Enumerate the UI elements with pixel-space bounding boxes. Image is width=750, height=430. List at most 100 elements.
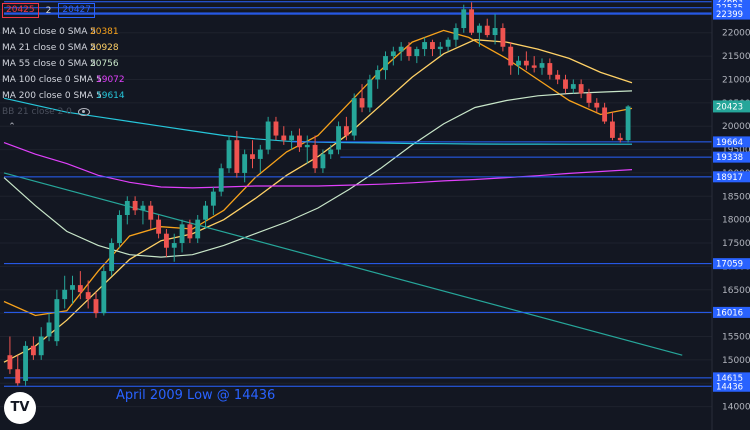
candle	[359, 84, 365, 113]
legend-row-ma21[interactable]: MA 21 close 0 SMA 5 20928	[2, 40, 202, 56]
candle	[297, 128, 302, 152]
candle-body	[117, 215, 122, 244]
candle	[203, 200, 208, 230]
y-tick-label: 21500	[722, 52, 750, 62]
candle-body	[484, 25, 490, 36]
candle	[406, 42, 412, 61]
candle	[171, 233, 177, 262]
candle	[218, 163, 224, 197]
candle	[30, 336, 36, 360]
candle	[586, 88, 592, 108]
candle	[77, 271, 83, 300]
collapse-legend-button[interactable]: ⌃	[4, 120, 20, 134]
candle	[265, 116, 271, 155]
candle	[390, 46, 396, 66]
candle-body	[312, 144, 318, 169]
y-tick-label: 17500	[722, 239, 750, 249]
candle-body	[570, 84, 576, 89]
legend-row-bb[interactable]: BB 21 close 2 0	[2, 104, 202, 120]
candle-body	[563, 79, 568, 89]
candle	[187, 219, 193, 244]
y-tick-label: 20000	[722, 122, 750, 132]
candle	[508, 42, 514, 75]
candle-body	[234, 140, 240, 173]
legend-row-ma55[interactable]: MA 55 close 0 SMA 5 20756	[2, 56, 202, 72]
axis-background	[712, 0, 750, 430]
legend-row-ma100[interactable]: MA 100 close 0 SMA 5 19072	[2, 72, 202, 88]
candle	[398, 42, 404, 61]
legend-value: 20928	[90, 43, 119, 53]
candle	[625, 105, 631, 143]
candle-body	[390, 51, 396, 57]
y-tick-label: 15500	[722, 333, 750, 343]
level-label-bg	[713, 380, 750, 392]
candle-body	[218, 168, 224, 192]
candle-body	[539, 63, 545, 68]
buy-price-button[interactable]: 20427	[58, 3, 96, 18]
candle	[148, 200, 154, 230]
candle	[62, 275, 68, 309]
candle	[469, 2, 475, 36]
candle	[461, 4, 467, 33]
legend-row-ma200[interactable]: MA 200 close 0 SMA 5 19614	[2, 88, 202, 104]
level-label-bg	[713, 306, 750, 318]
candle-body	[62, 289, 68, 300]
candle	[492, 14, 498, 45]
legend-value: 19614	[96, 91, 125, 101]
candle-body	[210, 191, 216, 206]
candle-body	[594, 102, 600, 108]
candle-body	[578, 84, 584, 94]
tradingview-logo[interactable]: TV	[4, 392, 36, 424]
legend-label: MA 21 close 0 SMA 5	[2, 43, 96, 53]
candle	[476, 23, 482, 47]
chevron-up-icon: ⌃	[8, 122, 16, 132]
candle-body	[77, 285, 83, 293]
candle-body	[93, 299, 99, 314]
sell-price-button[interactable]: 20425	[2, 3, 39, 18]
candle	[539, 58, 545, 75]
quantity-value[interactable]: 2	[45, 5, 52, 16]
candle	[594, 98, 600, 113]
y-tick-label: 18000	[722, 216, 750, 226]
candle	[195, 215, 201, 244]
candle-body	[163, 233, 169, 248]
candle	[610, 112, 615, 141]
candle-body	[516, 60, 521, 66]
candle-body	[351, 98, 357, 136]
horizontal-levels	[4, 1, 712, 387]
indicator-legend: MA 10 close 0 SMA 5 20381 MA 21 close 0 …	[2, 24, 202, 120]
candle	[93, 292, 99, 318]
level-label: 14436	[716, 382, 743, 392]
y-tick-label: 15000	[722, 356, 750, 366]
candle-body	[625, 106, 631, 141]
candle	[351, 93, 357, 141]
candle-body	[30, 345, 36, 356]
legend-value: 19072	[96, 75, 125, 85]
candle-body	[70, 285, 75, 290]
candle-body	[547, 63, 553, 75]
candle-body	[555, 74, 561, 80]
candle	[281, 126, 287, 145]
candle	[210, 186, 216, 215]
legend-row-ma10[interactable]: MA 10 close 0 SMA 5 20381	[2, 24, 202, 40]
y-tick-label: 14000	[722, 403, 750, 413]
eye-icon[interactable]	[77, 107, 90, 116]
candle-body	[586, 93, 592, 103]
y-tick-label: 18500	[722, 192, 750, 202]
candle	[383, 51, 388, 80]
candle-body	[101, 271, 107, 314]
level-label-bg	[713, 372, 750, 384]
candle-body	[171, 243, 177, 248]
ma-line-ma55	[3, 90, 633, 258]
candle-body	[7, 355, 13, 370]
candle	[547, 58, 553, 80]
candle-body	[430, 42, 435, 50]
candle	[46, 313, 52, 342]
candle-body	[617, 137, 623, 141]
candle	[70, 275, 75, 304]
candle	[320, 149, 326, 173]
candle	[156, 215, 162, 239]
candle-body	[383, 56, 388, 71]
